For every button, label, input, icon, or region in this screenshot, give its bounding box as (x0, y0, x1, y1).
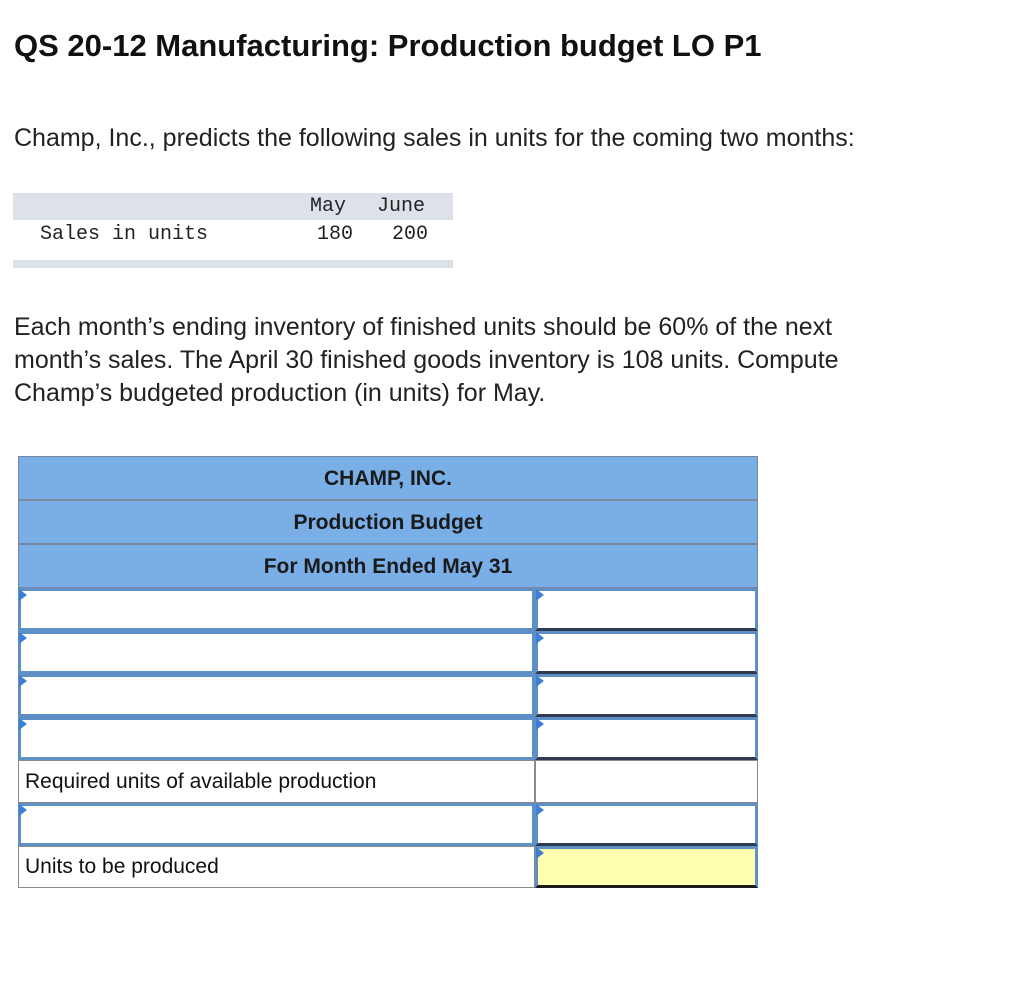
required-units-value (535, 760, 758, 803)
sales-value-june: 200 (392, 223, 429, 246)
sales-column-may: May (310, 195, 347, 218)
budget-value-input-2[interactable] (535, 631, 758, 674)
budget-value-input-1[interactable] (535, 588, 758, 631)
dropdown-marker-icon (19, 632, 27, 644)
sales-value-may: 180 (317, 223, 354, 246)
sales-row-label: Sales in units (40, 223, 209, 246)
dropdown-marker-icon (536, 847, 544, 859)
dropdown-marker-icon (19, 804, 27, 816)
sales-table: May June Sales in units 180 200 (13, 193, 453, 268)
dropdown-marker-icon (19, 589, 27, 601)
budget-report-header: Production Budget (18, 500, 758, 544)
sales-table-footer-bar (13, 260, 453, 268)
budget-value-input-5[interactable] (535, 803, 758, 846)
dropdown-marker-icon (536, 632, 544, 644)
page-title: QS 20-12 Manufacturing: Production budge… (14, 28, 762, 63)
budget-label-input-5[interactable] (18, 803, 535, 846)
intro-text: Champ, Inc., predicts the following sale… (14, 124, 855, 152)
sales-column-june: June (377, 195, 426, 218)
budget-company-header: CHAMP, INC. (18, 456, 758, 500)
dropdown-marker-icon (536, 804, 544, 816)
budget-label-input-1[interactable] (18, 588, 535, 631)
budget-period-header: For Month Ended May 31 (18, 544, 758, 588)
budget-label-input-3[interactable] (18, 674, 535, 717)
dropdown-marker-icon (19, 718, 27, 730)
units-produced-input[interactable] (535, 846, 758, 888)
sales-table-header-bar (13, 193, 453, 220)
budget-value-input-4[interactable] (535, 717, 758, 760)
budget-label-input-2[interactable] (18, 631, 535, 674)
problem-paragraph: Each month’s ending inventory of finishe… (14, 311, 1014, 410)
budget-label-input-4[interactable] (18, 717, 535, 760)
problem-line-2: month’s sales. The April 30 finished goo… (14, 346, 839, 374)
dropdown-marker-icon (536, 675, 544, 687)
dropdown-marker-icon (536, 589, 544, 601)
dropdown-marker-icon (536, 718, 544, 730)
production-budget-table: CHAMP, INC. Production Budget For Month … (18, 456, 758, 888)
units-produced-label: Units to be produced (18, 846, 535, 888)
problem-line-3: Champ’s budgeted production (in units) f… (14, 379, 546, 407)
budget-value-input-3[interactable] (535, 674, 758, 717)
problem-line-1: Each month’s ending inventory of finishe… (14, 313, 833, 341)
required-units-label: Required units of available production (18, 760, 535, 803)
dropdown-marker-icon (19, 675, 27, 687)
